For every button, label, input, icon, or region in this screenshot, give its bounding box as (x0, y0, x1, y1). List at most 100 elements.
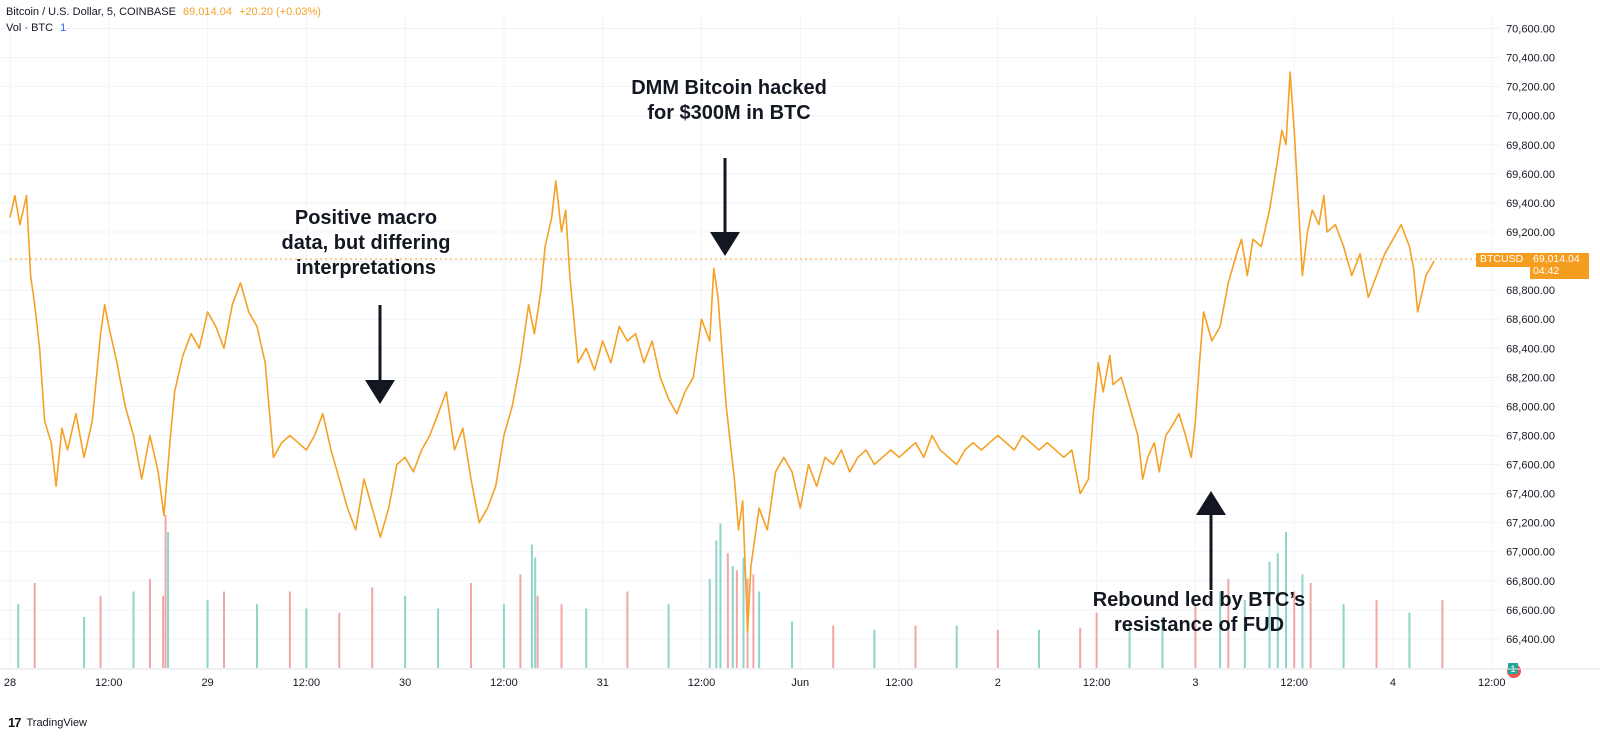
volume-bar (715, 540, 718, 668)
volume-bar (708, 578, 711, 668)
volume-bar (873, 629, 876, 668)
y-tick-label: 70,600.00 (1506, 24, 1555, 36)
volume-bar (996, 629, 999, 668)
brand-name: TradingView (26, 716, 88, 729)
volume-bar (1441, 600, 1444, 668)
y-tick-label: 68,600.00 (1506, 314, 1555, 326)
tradingview-logo-icon: 17 (8, 715, 22, 730)
x-tick-label: 30 (399, 677, 411, 689)
volume-bar (17, 604, 20, 668)
volume-bar (1342, 604, 1345, 668)
annotation-rebound: Rebound led by BTC’s resistance of FUD (1093, 588, 1306, 638)
volume-bar (1227, 578, 1230, 668)
ticker-label: BTCUSD (1476, 253, 1530, 267)
volume-bar (255, 604, 258, 668)
volume-bar (305, 608, 308, 668)
volume-bar (1408, 612, 1411, 668)
volume-bar (437, 608, 440, 668)
x-tick-label: 12:00 (293, 677, 321, 689)
volume-bar (758, 591, 761, 668)
price-series-line (9, 71, 1435, 633)
annotation-line: data, but differing (281, 232, 451, 254)
arrow-head (1196, 491, 1226, 515)
volume-bar (626, 591, 629, 668)
volume-histogram (17, 515, 1444, 668)
volume-bar (1161, 617, 1164, 668)
volume-bar (1309, 583, 1312, 668)
volume-bar (585, 608, 588, 668)
volume-bar (338, 612, 341, 668)
x-tick-label: 29 (201, 677, 213, 689)
x-tick-label: 3 (1192, 677, 1198, 689)
price-change: +20.20 (+0.03%) (239, 6, 321, 18)
volume-bar (742, 557, 745, 668)
annotation-arrows (365, 158, 1226, 590)
y-tick-label: 66,800.00 (1506, 576, 1555, 588)
volume-bar (1038, 629, 1041, 668)
volume-bar (502, 604, 505, 668)
volume-bar (1219, 591, 1222, 668)
y-tick-label: 68,400.00 (1506, 343, 1555, 355)
x-tick-label: 12:00 (1280, 677, 1308, 689)
volume-bar (1194, 604, 1197, 668)
annotation-line: DMM Bitcoin hacked (631, 77, 827, 99)
annotation-line: resistance of FUD (1113, 614, 1285, 636)
volume-bar (1284, 532, 1287, 668)
y-tick-label: 66,600.00 (1506, 605, 1555, 617)
volume-bar (832, 625, 835, 668)
volume-bar (1079, 627, 1082, 668)
volume-bar (726, 553, 729, 668)
y-tick-label: 69,200.00 (1506, 227, 1555, 239)
volume-bar (33, 583, 36, 668)
volume-bar (735, 570, 738, 668)
volume-bar (404, 595, 407, 668)
volume-bar (1243, 600, 1246, 668)
volume-bar (560, 604, 563, 668)
annotation-line: interpretations (295, 257, 437, 279)
volume-bar (371, 587, 374, 668)
y-tick-label: 67,600.00 (1506, 460, 1555, 472)
annotation-macro-data: Positive macro data, but differing inter… (282, 206, 451, 281)
y-tick-label: 66,400.00 (1506, 634, 1555, 646)
volume-bar (162, 595, 165, 668)
y-tick-label: 70,000.00 (1506, 111, 1555, 123)
x-tick-label: 12:00 (1478, 677, 1506, 689)
volume-bar (132, 591, 135, 668)
volume-bar (731, 566, 734, 668)
y-tick-label: 68,800.00 (1506, 285, 1555, 297)
tradingview-brand[interactable]: 17 TradingView (8, 715, 87, 730)
grid (0, 14, 1500, 668)
volume-legend[interactable]: Vol · BTC 1 (6, 22, 70, 34)
tv-corner-icon[interactable]: 1 (1507, 663, 1521, 678)
bar-countdown: 04:42 (1533, 265, 1560, 277)
symbol-legend[interactable]: Bitcoin / U.S. Dollar, 5, COINBASE 69,01… (6, 6, 325, 18)
volume-bar (1375, 600, 1378, 668)
price-axis[interactable]: 70,600.00 70,400.00 70,200.00 70,000.00 69,8… (1506, 24, 1555, 678)
y-tick-label: 68,000.00 (1506, 401, 1555, 413)
x-tick-label: 12:00 (490, 677, 518, 689)
x-tick-label: 12:00 (885, 677, 913, 689)
volume-bar (288, 591, 291, 668)
time-axis[interactable]: 28 12:00 29 12:00 30 12:00 31 12:00 Jun 12:00 2 12:… (0, 668, 1600, 689)
volume-bar (519, 574, 522, 668)
volume-bar (223, 591, 226, 668)
volume-value: 1 (60, 22, 67, 34)
volume-bar (1095, 612, 1098, 668)
volume-bar (99, 595, 102, 668)
y-tick-label: 69,400.00 (1506, 198, 1555, 210)
arrow-head (710, 232, 740, 256)
volume-bar (469, 583, 472, 668)
x-tick-label: 28 (4, 677, 16, 689)
y-tick-label: 67,800.00 (1506, 430, 1555, 442)
volume-bar (1268, 561, 1271, 668)
x-tick-label: 2 (995, 677, 1001, 689)
volume-bar (148, 578, 151, 668)
x-tick-label: 4 (1390, 677, 1396, 689)
volume-bar (534, 557, 537, 668)
last-price-tag[interactable]: 69,014.04 04:42 (1530, 253, 1589, 279)
volume-bar (1293, 591, 1296, 668)
volume-bar (530, 544, 533, 668)
volume-bar (164, 515, 167, 668)
volume-bar (1301, 574, 1304, 668)
